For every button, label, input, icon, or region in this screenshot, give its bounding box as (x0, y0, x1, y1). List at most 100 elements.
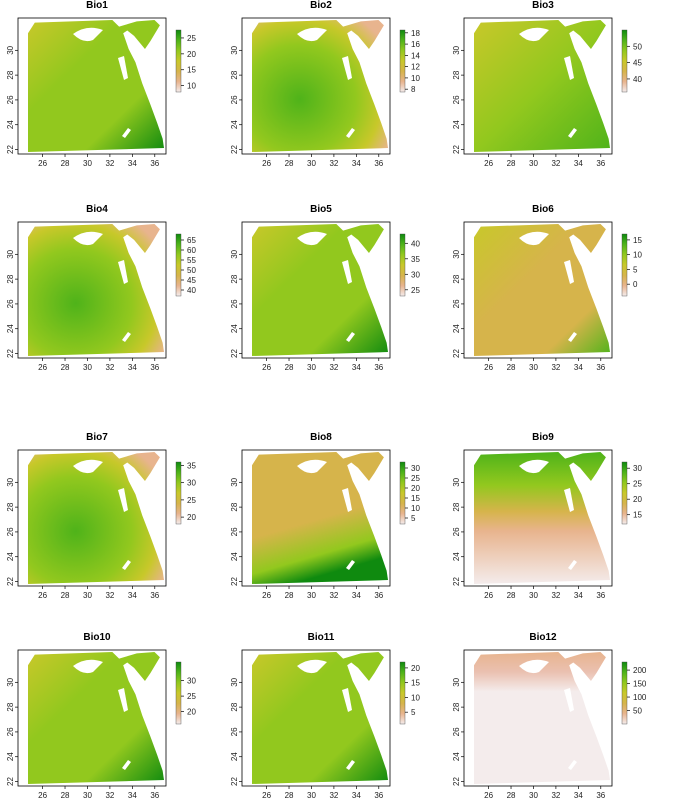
panel-title: Bio7 (86, 432, 108, 443)
x-tick-label: 26 (484, 159, 493, 168)
x-tick-label: 36 (596, 791, 605, 800)
x-tick-label: 26 (38, 591, 47, 600)
lake-mask (297, 659, 327, 674)
map-frame (463, 449, 613, 587)
lake-mask (73, 659, 103, 674)
lake-mask (519, 27, 549, 42)
x-tick-label: 28 (507, 591, 516, 600)
legend-tick-label: 5 (411, 708, 416, 717)
x-tick-label: 28 (285, 591, 294, 600)
panel-title: Bio11 (308, 632, 335, 643)
x-tick-label: 36 (596, 159, 605, 168)
y-tick-label: 30 (6, 477, 15, 486)
panel-title: Bio12 (529, 632, 557, 643)
y-tick-label: 30 (452, 477, 461, 486)
legend-tick-label: 50 (633, 42, 642, 51)
y-tick-label: 28 (452, 702, 461, 711)
legend-colorbar (175, 661, 182, 725)
x-tick-label: 28 (61, 363, 70, 372)
legend-tick-label: 15 (187, 66, 196, 75)
x-tick-label: 30 (529, 791, 538, 800)
panel-title: Bio6 (532, 204, 554, 215)
x-tick-label: 30 (307, 363, 316, 372)
legend-tick-label: 15 (633, 236, 642, 245)
egypt-raster (28, 20, 164, 152)
x-tick-label: 32 (329, 159, 338, 168)
legend-tick-label: 20 (187, 50, 196, 59)
legend-tick-label: 25 (187, 692, 196, 701)
map-panel-bio12: Bio12 26 28 30 32 34 36 22 24 26 28 30 50 100 150 200 (452, 632, 647, 800)
panel-title: Bio3 (532, 0, 554, 11)
y-tick-label: 30 (230, 45, 239, 54)
y-tick-label: 30 (230, 677, 239, 686)
y-tick-label: 26 (230, 727, 239, 736)
gulf-mask (564, 688, 574, 712)
gulf-mask (564, 488, 574, 512)
legend-tick-label: 10 (633, 251, 642, 260)
legend-tick-label: 55 (187, 256, 196, 265)
egypt-raster (28, 452, 164, 584)
legend-tick-label: 10 (411, 504, 420, 513)
y-tick-label: 30 (452, 677, 461, 686)
x-tick-label: 28 (61, 159, 70, 168)
gulf-mask (118, 56, 128, 80)
x-tick-label: 26 (484, 363, 493, 372)
y-tick-label: 28 (6, 274, 15, 283)
legend-colorbar (399, 29, 406, 93)
y-tick-label: 26 (230, 299, 239, 308)
legend-tick-label: 30 (633, 464, 642, 473)
x-tick-label: 34 (574, 363, 583, 372)
panel-title: Bio8 (310, 432, 332, 443)
x-tick-label: 36 (596, 363, 605, 372)
y-tick-label: 26 (6, 95, 15, 104)
y-tick-label: 30 (6, 45, 15, 54)
x-tick-label: 34 (352, 591, 361, 600)
x-tick-label: 36 (150, 363, 159, 372)
legend-tick-label: 18 (411, 29, 420, 38)
y-tick-label: 24 (230, 120, 239, 129)
x-tick-label: 34 (574, 591, 583, 600)
lake-nasser-mask (122, 128, 131, 138)
x-tick-label: 28 (507, 363, 516, 372)
lake-nasser-mask (346, 560, 355, 570)
legend-tick-label: 15 (411, 494, 420, 503)
panel-title: Bio5 (310, 204, 332, 215)
y-tick-label: 22 (6, 777, 15, 786)
legend-tick-label: 20 (633, 495, 642, 504)
lake-nasser-mask (568, 332, 577, 342)
map-frame (463, 17, 613, 155)
x-tick-label: 28 (507, 159, 516, 168)
lake-mask (519, 231, 549, 246)
y-tick-label: 28 (452, 502, 461, 511)
x-tick-label: 32 (329, 791, 338, 800)
x-tick-label: 26 (38, 791, 47, 800)
map-frame (17, 17, 167, 155)
x-tick-label: 30 (529, 363, 538, 372)
legend-tick-label: 50 (187, 266, 196, 275)
legend-tick-label: 40 (633, 75, 642, 84)
y-tick-label: 28 (230, 274, 239, 283)
legend-tick-label: 50 (633, 707, 642, 716)
map-frame (241, 17, 391, 155)
x-tick-label: 32 (551, 591, 560, 600)
x-tick-label: 36 (596, 591, 605, 600)
y-tick-label: 22 (230, 577, 239, 586)
x-tick-label: 36 (150, 159, 159, 168)
map-panel-bio3: Bio3 26 28 30 32 34 36 22 24 26 28 30 40 45 50 (452, 0, 642, 168)
legend-tick-label: 100 (633, 693, 647, 702)
lake-nasser-mask (122, 560, 131, 570)
map-frame (17, 221, 167, 359)
legend-tick-label: 10 (411, 693, 420, 702)
x-tick-label: 30 (307, 159, 316, 168)
y-tick-label: 26 (230, 527, 239, 536)
x-tick-label: 32 (105, 791, 114, 800)
panel-title: Bio2 (310, 0, 332, 11)
legend-tick-label: 35 (411, 255, 420, 264)
gulf-mask (342, 56, 352, 80)
lake-mask (73, 459, 103, 474)
y-tick-label: 22 (6, 145, 15, 154)
y-tick-label: 26 (6, 727, 15, 736)
map-panel-bio1: Bio1 26 28 30 32 34 36 22 24 26 28 30 10 15 20 25 (6, 0, 196, 168)
